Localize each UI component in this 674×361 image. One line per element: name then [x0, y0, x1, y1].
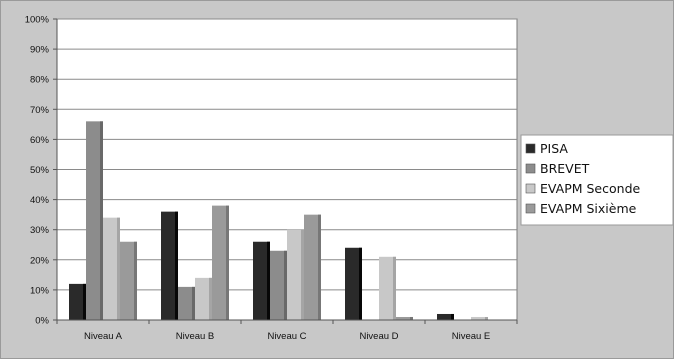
bar-shadow — [117, 217, 120, 320]
bar — [86, 121, 103, 320]
bar-shadow — [83, 283, 86, 320]
bar — [195, 277, 212, 320]
legend-label: EVAPM Sixième — [540, 201, 637, 216]
x-tick-label: Niveau E — [452, 331, 491, 342]
bar-shadow — [134, 241, 137, 320]
bar-shadow — [359, 247, 362, 320]
y-tick-label: 40% — [30, 195, 50, 206]
x-tick-label: Niveau D — [359, 331, 398, 342]
y-tick-label: 30% — [30, 225, 50, 236]
bar — [437, 313, 454, 320]
legend-box — [520, 134, 674, 226]
bar — [304, 214, 321, 320]
bar-shadow — [226, 205, 229, 320]
bar-shadow — [393, 256, 396, 320]
bar-shadow — [318, 214, 321, 320]
legend-swatch — [525, 183, 536, 194]
legend-label: EVAPM Seconde — [540, 181, 640, 196]
legend-label: PISA — [540, 141, 568, 156]
legend-swatch — [525, 163, 536, 174]
axes — [56, 19, 518, 324]
bar — [471, 316, 488, 320]
y-tick-label: 0% — [35, 316, 49, 327]
bar-shadow — [451, 313, 454, 320]
y-tick-label: 50% — [30, 165, 50, 176]
legend-swatch — [525, 203, 536, 214]
bar-shadow — [192, 286, 195, 320]
bars — [69, 121, 488, 320]
x-tick-label: Niveau C — [267, 331, 306, 342]
bar-shadow — [485, 316, 488, 320]
bar-shadow — [267, 241, 270, 320]
y-tick-label: 70% — [30, 105, 50, 116]
bar-shadow — [175, 211, 178, 320]
bar-shadow — [284, 250, 287, 320]
bar — [253, 241, 270, 320]
bar — [178, 286, 195, 320]
bar-shadow — [209, 277, 212, 320]
bar — [69, 283, 86, 320]
bar — [270, 250, 287, 320]
legend-label: BREVET — [540, 161, 590, 176]
y-tick-label: 100% — [25, 15, 50, 26]
bar-shadow — [100, 121, 103, 320]
bar — [379, 256, 396, 320]
bar — [161, 211, 178, 320]
bar — [120, 241, 137, 320]
x-tick-label: Niveau B — [176, 331, 215, 342]
y-tick-labels: 0% 10% 20% 30% 40% 50% 60% 70% 80% 90% 100% — [25, 15, 50, 327]
legend-swatch — [525, 143, 536, 154]
bar — [287, 229, 304, 320]
bar-shadow — [301, 229, 304, 320]
y-tick-label: 60% — [30, 135, 50, 146]
y-tick-label: 90% — [30, 45, 50, 56]
y-tick-label: 80% — [30, 75, 50, 86]
x-tick-labels: Niveau A Niveau B Niveau C Niveau D Niveau E — [84, 331, 490, 342]
x-tick-label: Niveau A — [84, 331, 123, 342]
bar — [212, 205, 229, 320]
bar-shadow — [410, 316, 413, 320]
legend: PISA BREVET EVAPM Seconde EVAPM Sixième — [520, 134, 674, 226]
y-tick-label: 20% — [30, 255, 50, 266]
bar — [345, 247, 362, 320]
bar — [396, 316, 413, 320]
bar — [103, 217, 120, 320]
y-tick-label: 10% — [30, 285, 50, 296]
